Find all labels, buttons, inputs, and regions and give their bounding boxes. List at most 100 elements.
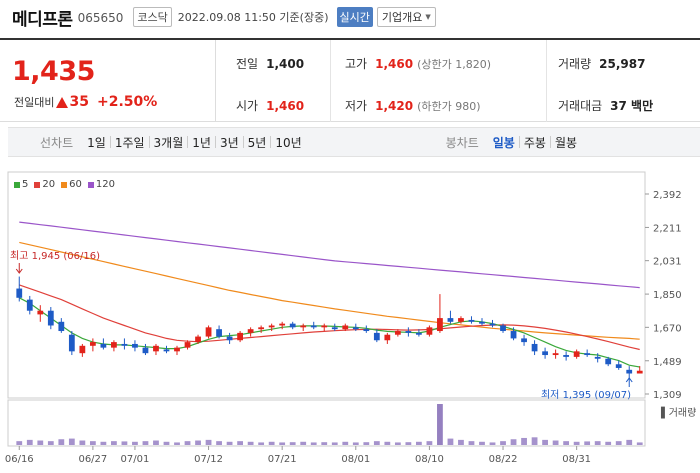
high-annotation: 최고 1,945 (06/16) bbox=[10, 250, 100, 262]
volume-bar bbox=[331, 442, 338, 445]
x-tick-label: 08/22 bbox=[489, 454, 518, 465]
open-label: 시가 bbox=[236, 99, 259, 113]
candle-body bbox=[153, 345, 159, 352]
candle-body bbox=[573, 351, 580, 357]
candle-body bbox=[289, 323, 296, 328]
volume-plot-frame bbox=[7, 399, 646, 447]
divider bbox=[518, 136, 520, 148]
y-tick-label: 1,489 bbox=[653, 357, 682, 368]
period-5y[interactable]: 5년 bbox=[247, 135, 267, 150]
high-arrow-head bbox=[15, 268, 23, 274]
y-tick-label: 1,850 bbox=[653, 290, 682, 301]
volume-bar bbox=[258, 442, 265, 445]
period-1y[interactable]: 1년 bbox=[192, 135, 211, 150]
candle-body bbox=[89, 342, 96, 346]
candle-body bbox=[268, 325, 275, 328]
column-divider bbox=[546, 40, 547, 122]
volume-bar bbox=[300, 441, 307, 445]
volume-bar bbox=[479, 441, 485, 445]
volume-bar bbox=[521, 437, 527, 445]
chart-type-daily[interactable]: 일봉 bbox=[492, 135, 515, 150]
y-tick-label: 2,392 bbox=[653, 190, 682, 201]
volume-bar bbox=[216, 441, 222, 445]
candle-body bbox=[26, 299, 33, 311]
period-10y[interactable]: 10년 bbox=[275, 135, 302, 150]
candle-body bbox=[216, 329, 222, 337]
price-plot-frame bbox=[7, 171, 646, 399]
candle-body bbox=[584, 353, 591, 356]
candle-body bbox=[163, 349, 170, 352]
volume-bar bbox=[447, 438, 454, 445]
divider bbox=[214, 136, 216, 148]
low-arrow-head bbox=[625, 377, 633, 383]
candle-body bbox=[16, 288, 23, 298]
chart-type-monthly[interactable]: 월봉 bbox=[554, 135, 578, 150]
candle-body bbox=[237, 332, 244, 341]
candle-body bbox=[531, 343, 538, 352]
chart-type-weekly[interactable]: 주봉 bbox=[523, 135, 546, 150]
candle-body bbox=[479, 321, 485, 324]
timestamp: 2022.09.08 11:50 기준(장중) bbox=[177, 11, 329, 24]
period-1w[interactable]: 1주일 bbox=[114, 135, 145, 150]
x-tick-label: 07/21 bbox=[268, 454, 297, 465]
stock-code: 065650 bbox=[77, 11, 124, 25]
low-annotation: 최저 1,395 (09/07) bbox=[541, 389, 631, 401]
candle-body bbox=[626, 369, 633, 374]
change-amount: 35 bbox=[69, 94, 89, 110]
volume-bar bbox=[237, 441, 244, 445]
candle-body bbox=[594, 356, 601, 359]
candle-body bbox=[615, 364, 622, 368]
candle-body bbox=[394, 331, 401, 335]
volume-bar bbox=[26, 439, 33, 445]
candle-body bbox=[500, 325, 506, 332]
volume-bar bbox=[226, 441, 233, 445]
current-price: 1,435 bbox=[12, 56, 95, 87]
volume-bar bbox=[132, 441, 138, 445]
realtime-button[interactable]: 실시간 bbox=[336, 7, 373, 27]
price-change: 전일대비 35 +2.50% bbox=[14, 94, 157, 110]
x-tick-label: 06/16 bbox=[5, 454, 34, 465]
company-info-dropdown[interactable]: 기업개요 ▼ bbox=[376, 7, 436, 27]
period-3y[interactable]: 3년 bbox=[219, 135, 239, 150]
candle-body bbox=[226, 336, 233, 341]
candle-body bbox=[247, 329, 254, 333]
volume-bar bbox=[437, 404, 443, 445]
price-summary: 1,435 전일대비 35 +2.50% 전일 1,400 시가 1,460 고… bbox=[0, 38, 700, 122]
volume-bar bbox=[489, 442, 496, 445]
volume-bar bbox=[37, 440, 44, 445]
volume-bar bbox=[79, 440, 86, 445]
volume-bar bbox=[279, 442, 286, 445]
candle-body bbox=[552, 353, 559, 356]
candle-body bbox=[37, 310, 44, 315]
trade-amount: 거래대금 37 백만 bbox=[558, 97, 653, 114]
change-percent: +2.50% bbox=[96, 94, 158, 110]
volume-bar bbox=[384, 441, 391, 445]
chart-legend: 5 20 60 120 bbox=[14, 179, 115, 190]
candle-body bbox=[47, 310, 54, 326]
volume-bar bbox=[415, 441, 422, 445]
amount-value: 37 백만 bbox=[610, 99, 654, 113]
x-tick-label: 07/01 bbox=[121, 454, 150, 465]
period-1d[interactable]: 1일 bbox=[87, 135, 106, 150]
high-price: 고가 1,460 (상한가 1,820) bbox=[345, 55, 491, 72]
period-3m[interactable]: 3개월 bbox=[153, 135, 184, 150]
candle-body bbox=[363, 329, 370, 332]
ma20-line bbox=[19, 284, 640, 351]
y-tick-label: 2,031 bbox=[653, 257, 682, 268]
high-value: 1,460 bbox=[375, 56, 414, 71]
candle-body bbox=[100, 343, 107, 348]
chevron-down-icon: ▼ bbox=[425, 13, 431, 21]
chart-period-bar: 선차트 1일 1주일 3개월 1년 3년 5년 10년 봉차트 일봉 주봉 월봉 bbox=[8, 127, 700, 157]
volume-bar bbox=[458, 439, 464, 445]
candle-body bbox=[300, 325, 307, 328]
candle-body bbox=[279, 323, 286, 326]
volume-bar bbox=[563, 441, 570, 445]
candle-body bbox=[321, 325, 328, 328]
volume-bar bbox=[16, 441, 23, 445]
volume-bar bbox=[468, 441, 475, 445]
volume-bar bbox=[247, 441, 254, 445]
high-label: 고가 bbox=[345, 57, 368, 71]
volume-bar bbox=[184, 441, 191, 445]
candle-body bbox=[331, 327, 338, 330]
volume-bar bbox=[405, 442, 412, 445]
